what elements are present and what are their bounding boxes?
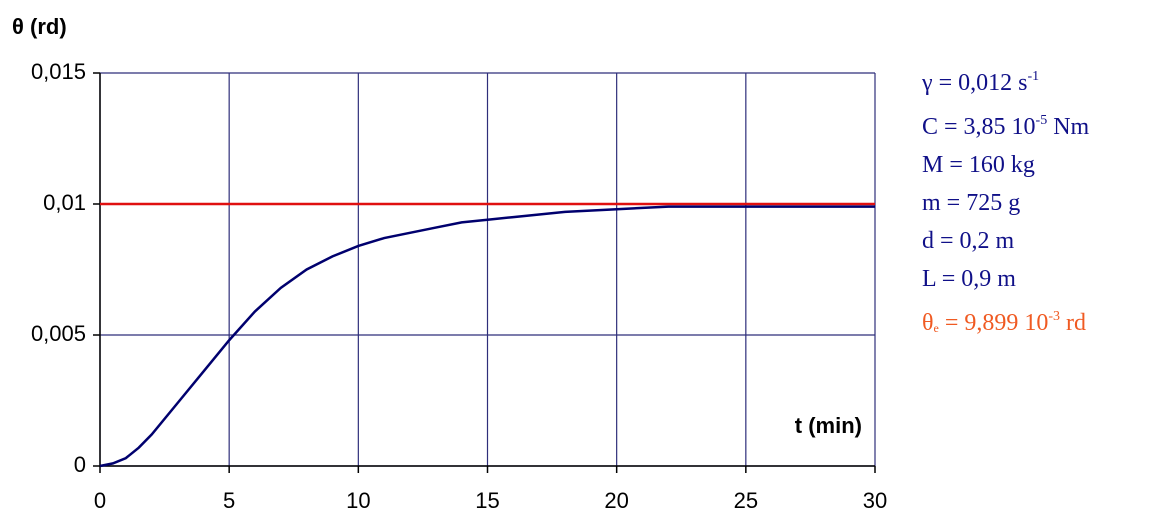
series-line	[99, 205, 875, 468]
x-tick-label: 10	[346, 488, 370, 513]
annotation-text: m = 725 g	[922, 190, 1021, 216]
annotation-text: = 9,899 10	[938, 310, 1049, 336]
x-tick-label: 0	[94, 488, 106, 513]
annotation: γ = 0,012 s-1	[922, 58, 1089, 102]
annotation-sup: -3	[1048, 309, 1061, 324]
annotation: m = 725 g	[922, 184, 1089, 222]
y-axis-label: θ (rd)	[12, 14, 67, 39]
annotation-sub: e	[933, 321, 939, 335]
x-tick-label: 30	[863, 488, 887, 513]
annotation-text: d = 0,2 m	[922, 228, 1015, 254]
annotation-sup: -1	[1027, 69, 1040, 84]
annotation-text: C = 3,85 10	[922, 114, 1036, 140]
x-tick-label: 5	[223, 488, 235, 513]
annotation: C = 3,85 10-5 Nm	[922, 102, 1089, 146]
x-axis-label: t (min)	[795, 413, 862, 438]
annotation-text: Nm	[1047, 114, 1090, 140]
annotation: M = 160 kg	[922, 146, 1089, 184]
annotation-text: rd	[1060, 310, 1087, 336]
annotation: d = 0,2 m	[922, 222, 1089, 260]
y-tick-label: 0	[74, 452, 86, 477]
x-tick-label: 25	[734, 488, 758, 513]
y-tick-label: 0,015	[31, 59, 86, 84]
x-tick-label: 15	[475, 488, 499, 513]
annotation-text: θ	[922, 310, 934, 336]
x-tick-label: 20	[604, 488, 628, 513]
y-tick-label: 0,01	[43, 190, 86, 215]
annotation-text: γ = 0,012 s	[922, 70, 1028, 96]
annotation-sup: -5	[1035, 113, 1048, 128]
y-tick-label: 0,005	[31, 321, 86, 346]
annotation: L = 0,9 m	[922, 260, 1089, 298]
annotation: θe = 9,899 10-3 rd	[922, 298, 1089, 347]
annotation-text: M = 160 kg	[922, 152, 1035, 178]
annotation-text: L = 0,9 m	[922, 266, 1016, 292]
annotations: γ = 0,012 s-1 C = 3,85 10-5 Nm M = 160 kg m…	[922, 58, 1089, 347]
